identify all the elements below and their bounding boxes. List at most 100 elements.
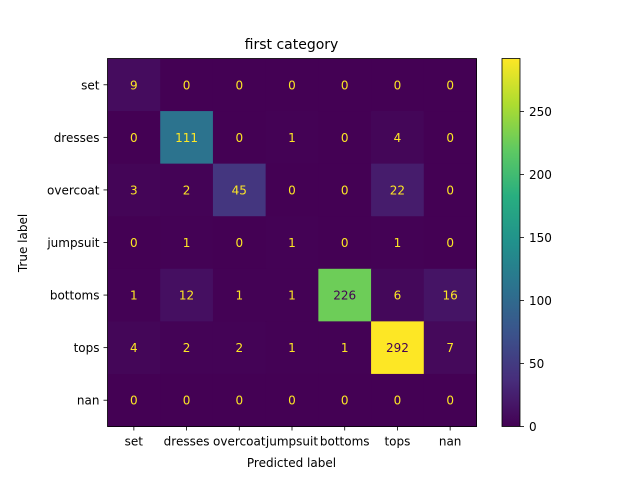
cell-value-label: 9 (130, 78, 138, 92)
heatmap-cell (423, 321, 477, 375)
y-tick-label: jumpsuit (46, 236, 99, 250)
x-tick-label: jumpsuit (265, 435, 318, 449)
cell-value-label: 3 (130, 183, 138, 197)
heatmap-cell (160, 268, 214, 322)
heatmap-cell (212, 163, 267, 217)
heatmap-cell (371, 163, 425, 217)
cell-value-label: 0 (183, 78, 191, 92)
heatmap-cell (212, 216, 267, 270)
heatmap-cell (265, 216, 319, 270)
heatmap-cell (107, 111, 161, 165)
cell-value-label: 1 (130, 289, 138, 303)
heatmap-cell (160, 111, 214, 165)
colorbar-ticks: 0 50 100 150 200 250 (520, 105, 552, 434)
cell-value-label: 2 (235, 341, 243, 355)
heatmap-cell (318, 268, 372, 322)
heatmap-cell (318, 321, 372, 375)
colorbar-tick-label: 150 (529, 231, 552, 245)
cell-value-label: 45 (232, 183, 247, 197)
x-tick-label: set (125, 435, 144, 449)
cell-value-label: 0 (130, 236, 138, 250)
cell-value-label: 0 (235, 78, 243, 92)
cell-value-label: 6 (394, 289, 402, 303)
heatmap-cell (371, 216, 425, 270)
cell-value-label: 292 (386, 341, 409, 355)
heatmap-cell (107, 373, 161, 427)
cell-value-label: 0 (130, 131, 138, 145)
heatmap-cell (318, 373, 372, 427)
colorbar-tick-label: 100 (529, 294, 552, 308)
cell-value-label: 2 (183, 341, 191, 355)
chart-title: first category (245, 37, 339, 53)
cell-value-label: 0 (446, 183, 454, 197)
cell-value-label: 1 (288, 289, 296, 303)
cell-value-label: 0 (341, 183, 349, 197)
heatmap-cell (107, 268, 161, 322)
cell-value-label: 0 (288, 78, 296, 92)
colorbar-tick-label: 0 (529, 420, 537, 434)
y-axis-label: True label (16, 214, 30, 273)
colorbar-tick-label: 200 (529, 168, 552, 182)
heatmap-cell (160, 163, 214, 217)
x-axis-ticks: set dresses overcoat jumpsuit bottoms tops nan (125, 426, 461, 449)
heatmap-cell (160, 321, 214, 375)
y-tick-label: dresses (54, 131, 100, 145)
cell-value-label: 4 (394, 131, 402, 145)
colorbar-tick-label: 250 (529, 105, 552, 119)
heatmap-cell (371, 373, 425, 427)
cell-value-label: 16 (443, 289, 458, 303)
y-axis-ticks: set dresses overcoat jumpsuit bottoms tops nan (46, 78, 108, 408)
cell-value-label: 1 (341, 341, 349, 355)
x-tick-label: bottoms (320, 435, 370, 449)
colorbar (501, 58, 521, 427)
cell-value-label: 0 (183, 394, 191, 408)
heatmap-value-labels: 9 0 0 0 0 0 00 111 0 1 0 4 03 2 45 0 0 22 00 1 0 1 0 1 01 12 1 1 226… (130, 78, 458, 407)
colorbar-tick-label: 50 (529, 357, 544, 371)
heatmap-cell (265, 373, 319, 427)
cell-value-label: 0 (130, 394, 138, 408)
heatmap-cell (265, 58, 319, 112)
heatmap-cell (423, 216, 477, 270)
heatmap-cell (107, 216, 161, 270)
x-axis-label: Predicted label (247, 456, 336, 470)
heatmap-cell (318, 216, 372, 270)
cell-value-label: 1 (183, 236, 191, 250)
heatmap-cell (212, 111, 267, 165)
cell-value-label: 1 (235, 289, 243, 303)
heatmap-cell (160, 216, 214, 270)
cell-value-label: 22 (390, 183, 405, 197)
cell-value-label: 12 (179, 289, 194, 303)
cell-value-label: 2 (183, 183, 191, 197)
heatmap-cell (371, 268, 425, 322)
heatmap-cells (107, 58, 477, 427)
heatmap-cell (371, 321, 425, 375)
y-tick-label: bottoms (50, 289, 100, 303)
y-tick-label: overcoat (47, 183, 100, 197)
cell-value-label: 4 (130, 341, 138, 355)
heatmap-cell (318, 163, 372, 217)
heatmap-cell (423, 111, 477, 165)
cell-value-label: 0 (341, 78, 349, 92)
heatmap-cell (371, 58, 425, 112)
heatmap-cell (318, 111, 372, 165)
heatmap-cell (423, 163, 477, 217)
cell-value-label: 0 (288, 183, 296, 197)
cell-value-label: 1 (288, 236, 296, 250)
cell-value-label: 0 (235, 236, 243, 250)
heatmap-cell (265, 163, 319, 217)
heatmap-cell (212, 268, 267, 322)
x-tick-label: overcoat (213, 435, 266, 449)
heatmap-cell (160, 373, 214, 427)
heatmap-cell (423, 373, 477, 427)
cell-value-label: 0 (394, 78, 402, 92)
cell-value-label: 0 (446, 78, 454, 92)
x-tick-label: tops (384, 435, 410, 449)
x-tick-label: dresses (164, 435, 210, 449)
heatmap-cell (265, 268, 319, 322)
cell-value-label: 0 (341, 394, 349, 408)
cell-value-label: 0 (394, 394, 402, 408)
heatmap-cell (212, 58, 267, 112)
cell-value-label: 1 (394, 236, 402, 250)
cell-value-label: 1 (288, 341, 296, 355)
heatmap-cell (160, 58, 214, 112)
